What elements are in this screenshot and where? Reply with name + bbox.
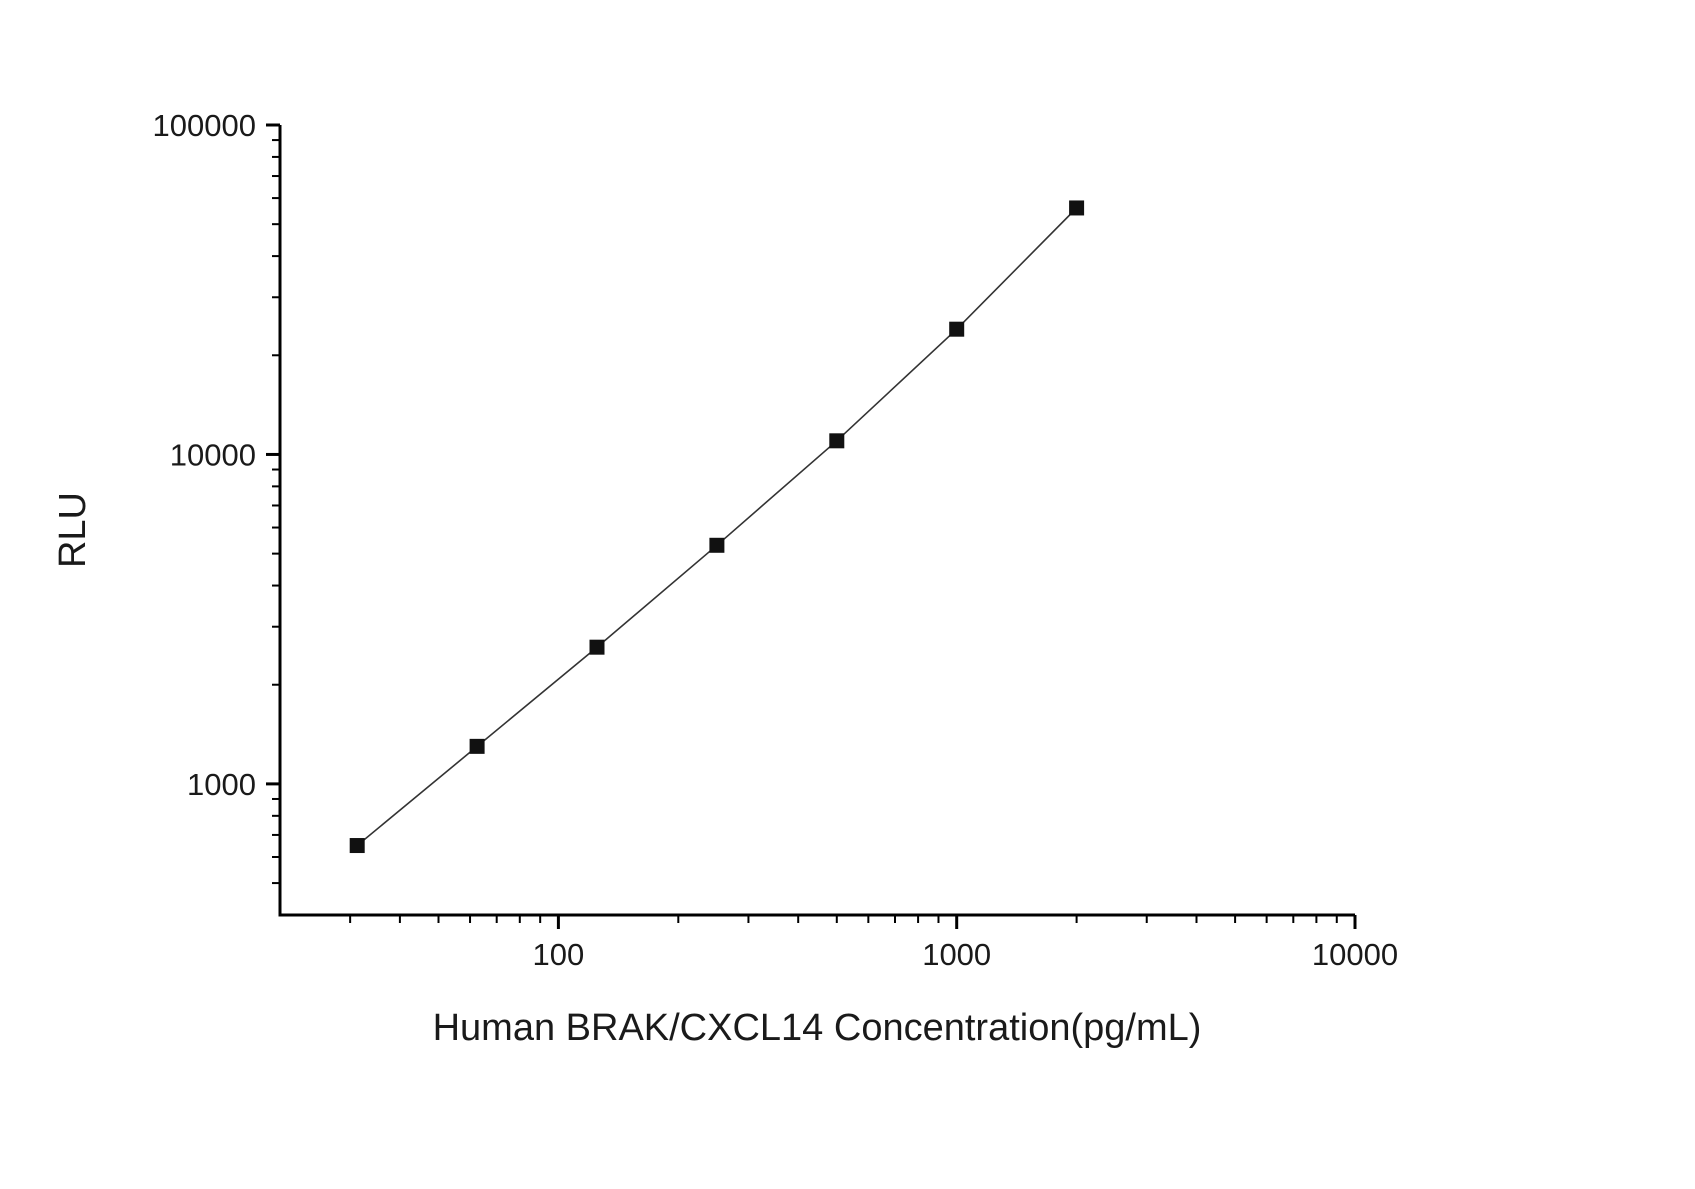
tick-labels: 100 1000 10000 1000 10000 100000: [153, 108, 1399, 972]
data-point: [589, 639, 605, 655]
x-axis-title: Human BRAK/CXCL14 Concentration(pg/mL): [433, 1007, 1202, 1049]
data-point: [1069, 200, 1085, 216]
data-point: [349, 838, 365, 854]
x-tick-label: 10000: [1312, 937, 1398, 972]
data-point: [949, 321, 965, 337]
tick-marks: [266, 123, 1357, 929]
series-line: [356, 207, 1078, 847]
x-tick-label: 1000: [922, 937, 991, 972]
y-tick-label: 1000: [187, 767, 256, 802]
y-tick-label: 10000: [170, 437, 256, 472]
data-series: [349, 200, 1085, 854]
data-point: [829, 433, 845, 449]
x-tick-label: 100: [533, 937, 585, 972]
axes: [278, 125, 1355, 917]
data-point: [709, 537, 725, 553]
data-point: [469, 738, 485, 754]
y-axis-title: RLU: [52, 492, 94, 568]
y-tick-label: 100000: [153, 108, 256, 143]
